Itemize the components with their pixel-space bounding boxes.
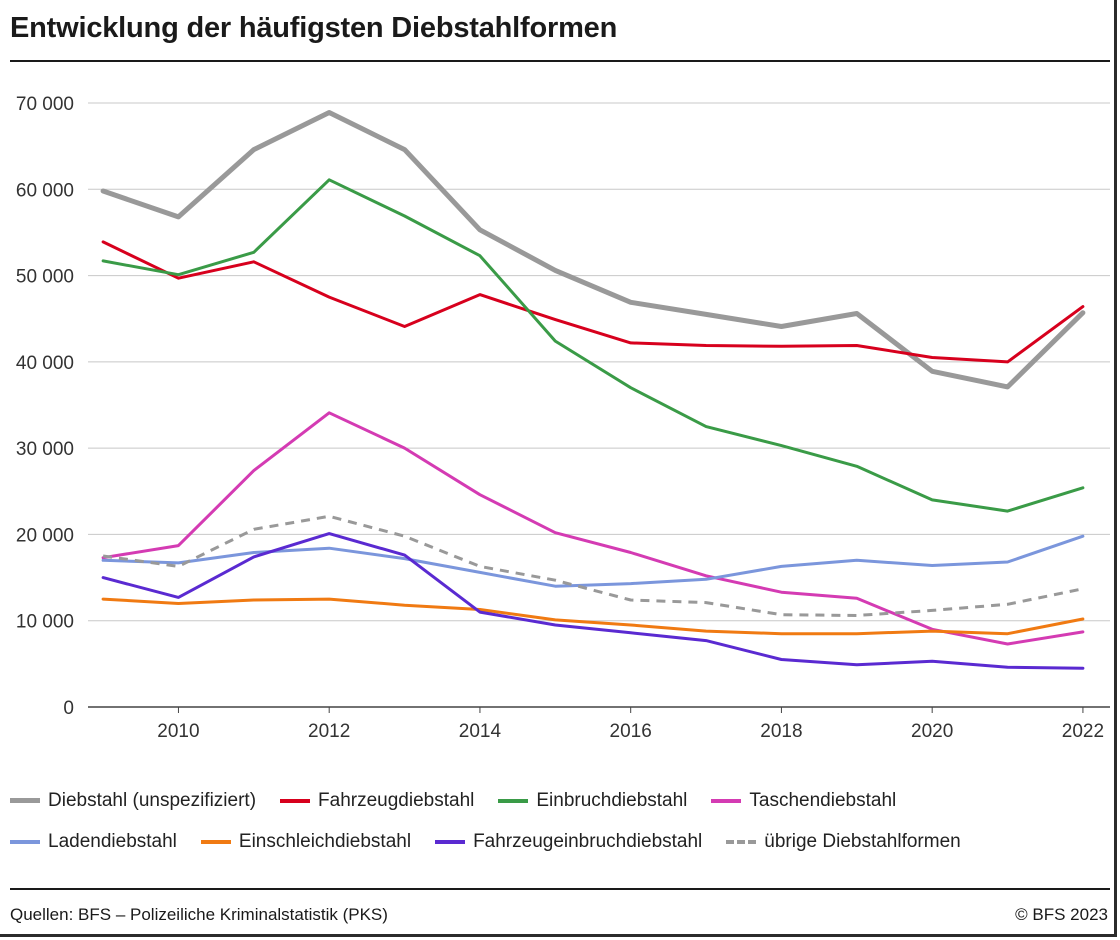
legend-row-2: Ladendiebstahl Einschleichdiebstahl Fahr… — [10, 821, 1110, 862]
legend-label: Ladendiebstahl — [48, 830, 177, 852]
series-line-0 — [100, 110, 1086, 390]
legend-swatch — [10, 839, 40, 844]
x-tick-label: 2022 — [1062, 721, 1104, 742]
legend-item-uebrige: übrige Diebstahlformen — [726, 830, 961, 853]
legend-swatch — [726, 839, 757, 844]
legend-swatch — [10, 798, 40, 803]
footer-rule — [10, 888, 1110, 890]
grid-lines — [88, 102, 1110, 708]
y-tick-label: 40 000 — [16, 353, 74, 374]
series-line-5 — [101, 597, 1085, 636]
x-tick-label: 2018 — [760, 721, 802, 742]
legend-label: Einschleichdiebstahl — [238, 830, 412, 852]
legend-swatch — [435, 839, 466, 844]
legend-swatch — [498, 798, 529, 803]
y-tick-label: 30 000 — [16, 439, 74, 460]
legend-item-einschleichdiebstahl: Einschleichdiebstahl — [200, 830, 412, 853]
y-tick-label: 70 000 — [16, 94, 74, 115]
x-axis-ticks: 2010 2012 2014 2016 2018 2020 2022 — [157, 707, 1104, 742]
x-tick-label: 2010 — [157, 721, 199, 742]
legend-item-fahrzeugdiebstahl: Fahrzeugdiebstahl — [280, 790, 474, 812]
legend-item-einbruchdiebstahl: Einbruchdiebstahl — [498, 790, 687, 812]
x-tick-label: 2016 — [610, 721, 652, 742]
legend-item-ladendiebstahl: Ladendiebstahl — [10, 831, 177, 853]
legend-swatch — [711, 798, 742, 803]
legend-label: Einbruchdiebstahl — [536, 789, 688, 811]
series-line-1 — [101, 240, 1085, 364]
y-tick-label: 0 — [63, 698, 74, 719]
y-tick-label: 10 000 — [16, 612, 74, 633]
legend-item-diebstahl: Diebstahl (unspezifiziert) — [10, 790, 256, 812]
legend-row-1: Diebstahl (unspezifiziert) Fahrzeugdiebs… — [10, 780, 1110, 821]
series-line-3 — [101, 411, 1085, 646]
line-chart: 0 10 000 20 000 30 000 40 000 50 000 60 000 70 … — [16, 94, 1110, 742]
y-tick-label: 60 000 — [16, 180, 74, 201]
series-line-6 — [101, 532, 1085, 670]
legend: Diebstahl (unspezifiziert) Fahrzeugdiebs… — [10, 780, 1110, 862]
y-tick-label: 20 000 — [16, 525, 74, 546]
y-axis-ticks: 0 10 000 20 000 30 000 40 000 50 000 60 000 70 … — [16, 94, 74, 719]
legend-label: Fahrzeugeinbruchdiebstahl — [473, 830, 703, 852]
legend-label: Fahrzeugdiebstahl — [318, 789, 475, 811]
copyright-note: © BFS 2023 — [1015, 905, 1108, 924]
x-tick-label: 2014 — [459, 721, 502, 742]
legend-label: Diebstahl (unspezifiziert) — [48, 789, 257, 811]
legend-item-taschendiebstahl: Taschendiebstahl — [711, 790, 896, 812]
legend-swatch — [200, 839, 231, 844]
source-note: Quellen: BFS – Polizeiliche Kriminalstat… — [10, 905, 388, 924]
legend-label: Taschendiebstahl — [749, 789, 897, 811]
chart-title: Entwicklung der häufigsten Diebstahlform… — [10, 12, 618, 44]
series-line-2 — [101, 178, 1085, 513]
legend-swatch — [280, 798, 311, 803]
legend-item-fahrzeugeinbruchdiebstahl: Fahrzeugeinbruchdiebstahl — [435, 831, 702, 853]
x-tick-label: 2012 — [308, 721, 350, 742]
series-lines — [100, 110, 1086, 670]
series-line-7 — [102, 514, 1084, 617]
legend-label: übrige Diebstahlformen — [764, 830, 961, 852]
y-tick-label: 50 000 — [16, 267, 74, 288]
x-tick-label: 2020 — [911, 721, 953, 742]
title-rule — [10, 60, 1110, 62]
